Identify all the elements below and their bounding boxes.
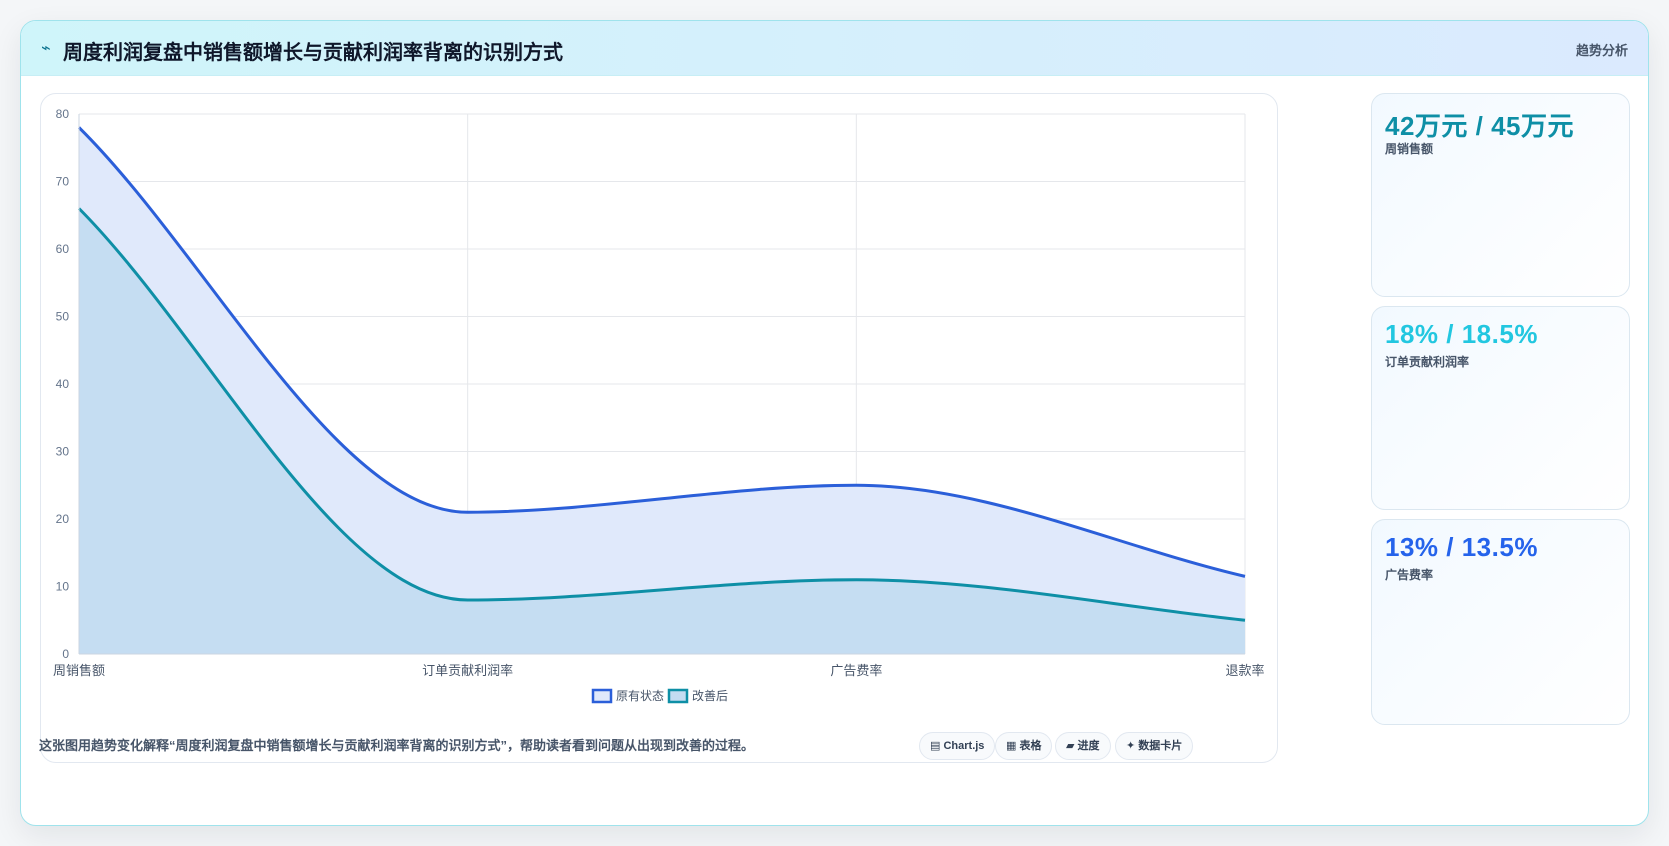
chart-panel: 0 10 20 30 40 50 60 70 80 周销售额 订单贡献利润率 广告费率 退款率原有状态 改… xyxy=(40,93,1278,763)
y-tick-label: 20 xyxy=(56,512,70,526)
trend-icon: ⌁ xyxy=(41,40,51,57)
series-area xyxy=(79,127,1245,654)
chip-progress[interactable]: ▰ 进度 xyxy=(1055,732,1111,760)
chip-label: Chart.js xyxy=(943,740,985,752)
x-tick-label: 订单贡献利润率 xyxy=(422,663,513,678)
x-tick-label: 广告费率 xyxy=(830,663,882,678)
chip-label: 进度 xyxy=(1077,740,1100,752)
chip-label: 表格 xyxy=(1019,740,1042,752)
stat-value: 42万元 / 45万元 xyxy=(1385,111,1575,141)
chart-description: 这张图用趋势变化解释“周度利润复盘中销售额增长与贡献利润率背离的识别方式”，帮助… xyxy=(39,738,755,753)
stat-card-ad-rate: 13% / 13.5% 广告费率 xyxy=(1371,519,1630,725)
y-tick-label: 50 xyxy=(56,310,70,324)
chart-icon: ▤ xyxy=(930,740,941,752)
stat-value: 18% / 18.5% xyxy=(1385,319,1538,349)
y-tick-label: 60 xyxy=(56,242,70,256)
legend-swatch xyxy=(591,688,613,704)
legend-label: 原有状态 xyxy=(616,689,664,703)
stat-card-weekly-sales: 42万元 / 45万元 周销售额 xyxy=(1371,93,1630,297)
main-card: ⌁ 周度利润复盘中销售额增长与贡献利润率背离的识别方式 趋势分析 0 10 20 30… xyxy=(20,20,1649,826)
legend-label: 改善后 xyxy=(692,688,728,703)
stat-label: 周销售额 xyxy=(1385,142,1434,156)
y-tick-label: 80 xyxy=(56,107,70,121)
y-tick-label: 40 xyxy=(56,377,70,391)
stat-card-contribution-margin: 18% / 18.5% 订单贡献利润率 xyxy=(1371,306,1630,510)
legend-swatch xyxy=(667,688,689,704)
table-icon: ▦ xyxy=(1006,740,1017,752)
progress-icon: ▰ xyxy=(1066,740,1075,752)
stat-value: 13% / 13.5% xyxy=(1385,532,1538,562)
x-tick-label: 周销售额 xyxy=(53,663,105,678)
stat-label: 广告费率 xyxy=(1385,568,1434,582)
y-tick-label: 10 xyxy=(56,580,70,594)
y-tick-label: 30 xyxy=(56,445,70,459)
sparkle-icon: ✦ xyxy=(1126,740,1136,752)
chip-table[interactable]: ▦ 表格 xyxy=(995,732,1053,760)
chip-label: 数据卡片 xyxy=(1138,740,1183,752)
page-title: 周度利润复盘中销售额增长与贡献利润率背离的识别方式 xyxy=(63,42,563,64)
header-bar: ⌁ 周度利润复盘中销售额增长与贡献利润率背离的识别方式 趋势分析 xyxy=(21,21,1648,76)
series-area xyxy=(79,208,1245,654)
x-tick-label: 退款率 xyxy=(1225,663,1264,678)
y-tick-label: 70 xyxy=(56,175,70,189)
y-tick-label: 0 xyxy=(62,647,69,661)
series-line xyxy=(77,207,1246,622)
chip-chartjs[interactable]: ▤ Chart.js xyxy=(919,732,996,760)
series-line xyxy=(77,126,1246,578)
chip-data-card[interactable]: ✦ 数据卡片 xyxy=(1115,732,1194,760)
category-tag: 趋势分析 xyxy=(1575,43,1628,58)
stat-label: 订单贡献利润率 xyxy=(1385,355,1470,369)
